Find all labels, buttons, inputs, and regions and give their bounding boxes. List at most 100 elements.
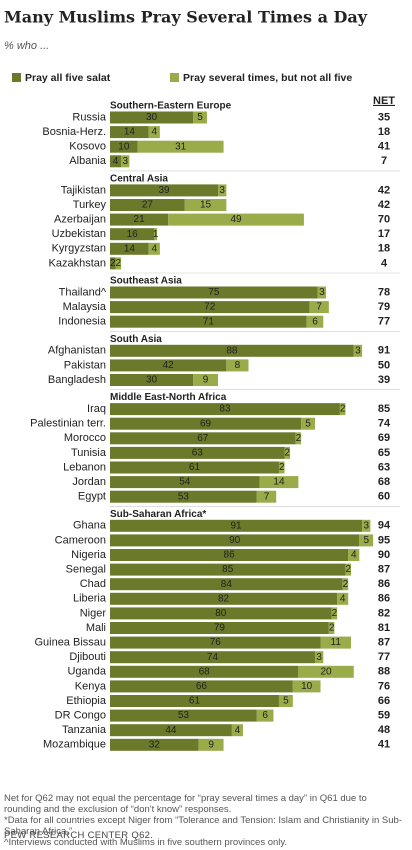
net-value: 42 — [378, 199, 390, 211]
bar-segment — [110, 359, 227, 372]
bar-segment — [110, 228, 155, 241]
net-value: 17 — [378, 228, 390, 240]
value-label: 61 — [189, 696, 201, 707]
value-label: 16 — [127, 229, 139, 240]
net-value: 87 — [378, 564, 390, 576]
bar-segment — [110, 301, 310, 314]
value-label: 68 — [199, 666, 211, 677]
net-value: 35 — [378, 111, 390, 123]
bar-segment — [278, 461, 285, 474]
value-label: 2 — [343, 579, 349, 590]
bar-segment — [110, 476, 260, 489]
bar-segment — [110, 374, 194, 386]
value-label: 14 — [273, 477, 285, 488]
bar-segment — [284, 446, 291, 459]
value-label: 42 — [163, 360, 175, 371]
bar-segment — [342, 578, 349, 591]
net-value: 50 — [378, 359, 390, 371]
value-label: 71 — [203, 316, 215, 327]
bar-segment — [320, 636, 351, 649]
bar-segment — [110, 432, 296, 445]
bar-segment — [256, 709, 274, 722]
value-label: 3 — [122, 156, 128, 167]
value-label: 39 — [158, 185, 170, 196]
bar-segment — [110, 213, 169, 226]
bar-segment — [295, 432, 302, 445]
source: PEW RESEARCH CENTER Q62. — [4, 830, 154, 841]
value-label: 2 — [340, 404, 346, 415]
bar-segment — [353, 344, 363, 357]
category-label: Egypt — [78, 491, 106, 503]
value-label: 2 — [296, 433, 302, 444]
value-label: 4 — [235, 725, 241, 736]
bar-segment — [337, 592, 349, 605]
net-value: 81 — [378, 622, 390, 634]
value-label: 54 — [179, 477, 191, 488]
net-value: 79 — [378, 301, 390, 313]
bar-segment — [317, 286, 327, 299]
bar-segment — [226, 359, 249, 372]
value-label: 3 — [355, 345, 361, 356]
category-label: Bosnia-Herz. — [42, 126, 106, 138]
category-label: Ghana — [73, 520, 107, 532]
category-label: Nigeria — [71, 549, 107, 561]
value-label: 2 — [284, 448, 290, 459]
category-label: Pakistan — [64, 359, 106, 371]
value-label: 53 — [178, 491, 190, 502]
value-label: 91 — [230, 520, 242, 531]
category-label: Niger — [80, 607, 107, 619]
bar-segment — [154, 228, 158, 241]
bar-segment — [110, 417, 302, 430]
value-label: 32 — [149, 739, 161, 750]
category-label: Palestinian terr. — [30, 418, 106, 430]
value-label: 3 — [319, 287, 325, 298]
value-label: 67 — [197, 433, 209, 444]
value-label: 82 — [218, 593, 230, 604]
note: *Data for all countries except Niger fro… — [4, 815, 402, 837]
value-label: 84 — [221, 579, 233, 590]
value-label: 4 — [113, 156, 119, 167]
note: ^Interviews conducted with Muslims in fi… — [4, 837, 288, 848]
bar-segment — [193, 111, 207, 124]
value-label: 7 — [264, 491, 270, 502]
value-label: 63 — [192, 448, 204, 459]
bar-segment — [362, 519, 371, 532]
value-label: 76 — [210, 637, 222, 648]
group-label: Central Asia — [110, 174, 168, 185]
bar-segment — [298, 665, 354, 678]
bar-segment — [110, 111, 194, 124]
net-value: 85 — [378, 403, 390, 415]
category-label: Kenya — [75, 680, 107, 692]
category-label: Indonesia — [58, 316, 107, 328]
bar-segment — [110, 680, 293, 693]
value-label: 5 — [283, 696, 289, 707]
net-value: 4 — [381, 257, 388, 269]
category-label: Uzbekistan — [52, 228, 106, 240]
bar-segment — [309, 301, 329, 314]
legend-swatch — [12, 73, 21, 82]
net-value: 18 — [378, 243, 390, 255]
category-label: Malaysia — [63, 301, 107, 313]
bar-segment — [301, 417, 315, 430]
bar-segment — [110, 592, 338, 605]
bar-segment — [314, 651, 324, 664]
category-label: Cameroon — [55, 534, 106, 546]
category-label: Morocco — [64, 432, 106, 444]
value-label: 66 — [196, 681, 208, 692]
legend-label: Pray all five salat — [25, 72, 111, 84]
bar-segment — [110, 140, 138, 153]
value-label: 10 — [301, 681, 313, 692]
net-value: 87 — [378, 637, 390, 649]
bar-segment — [110, 490, 257, 503]
net-value: 39 — [378, 374, 390, 386]
category-label: Liberia — [73, 593, 107, 605]
value-label: 80 — [215, 608, 227, 619]
value-label: 2 — [332, 608, 338, 619]
net-value: 86 — [378, 578, 390, 590]
bar-segment — [110, 709, 257, 722]
category-label: Tunisia — [71, 447, 107, 459]
bar-segment — [193, 374, 219, 386]
net-value: 48 — [378, 724, 390, 736]
bar-segment — [278, 695, 293, 707]
value-label: 49 — [230, 214, 242, 225]
